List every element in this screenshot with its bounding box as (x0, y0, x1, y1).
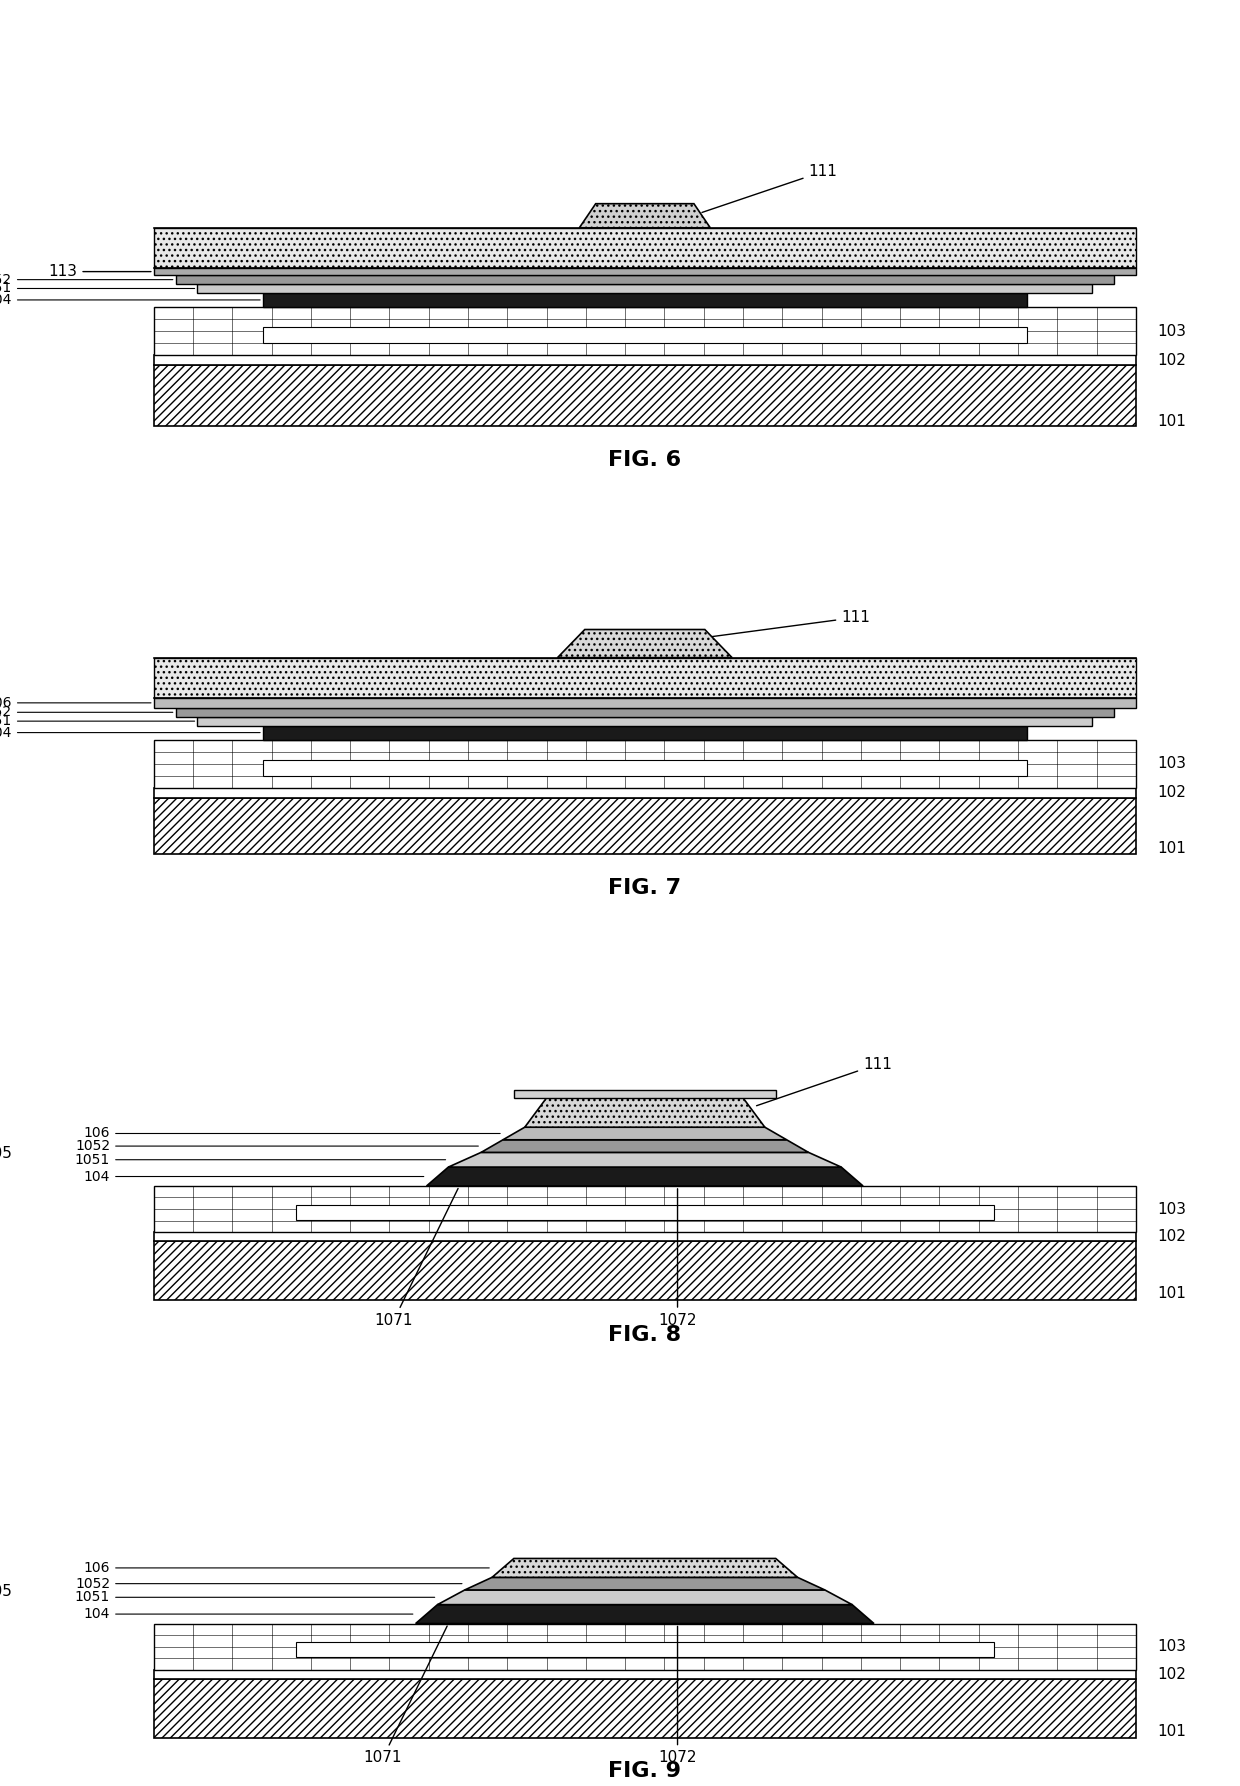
Bar (154, 739, 1136, 788)
Text: 1051: 1051 (0, 714, 195, 729)
Bar (513, 1089, 776, 1098)
Text: 101: 101 (1158, 1723, 1187, 1740)
Text: 111: 111 (702, 164, 837, 213)
Text: FIG. 6: FIG. 6 (609, 450, 681, 470)
Bar (154, 1679, 1136, 1738)
Bar (154, 698, 1136, 707)
Text: 101: 101 (1158, 414, 1187, 429)
Text: 105: 105 (0, 1584, 12, 1598)
Bar (154, 355, 1136, 364)
Polygon shape (525, 1098, 765, 1127)
Text: 1071: 1071 (374, 1188, 458, 1327)
Text: 1072: 1072 (658, 1189, 697, 1327)
Text: 102: 102 (1158, 352, 1187, 368)
Bar (154, 1623, 1136, 1670)
Bar (176, 275, 1114, 284)
Text: 101: 101 (1158, 841, 1187, 855)
Text: 1052: 1052 (0, 705, 172, 720)
Text: 106: 106 (83, 1127, 500, 1141)
Polygon shape (427, 1166, 863, 1186)
Text: 1051: 1051 (74, 1590, 435, 1604)
Text: 103: 103 (1158, 755, 1187, 772)
Text: 1052: 1052 (0, 273, 172, 286)
Text: 1051: 1051 (74, 1152, 445, 1166)
Bar (154, 366, 1136, 425)
Bar (263, 327, 1027, 343)
Polygon shape (579, 204, 711, 229)
Bar (154, 229, 1136, 268)
Bar (295, 1643, 994, 1657)
Text: 103: 103 (1158, 323, 1187, 339)
Bar (154, 268, 1136, 275)
Bar (263, 293, 1027, 307)
Text: 102: 102 (1158, 1666, 1187, 1682)
Polygon shape (465, 1577, 825, 1590)
Text: 104: 104 (84, 1607, 413, 1622)
Polygon shape (481, 1139, 808, 1152)
Text: 1072: 1072 (658, 1627, 697, 1765)
Text: 1052: 1052 (74, 1577, 463, 1591)
Bar (263, 759, 1027, 775)
Text: 103: 103 (1158, 1640, 1187, 1654)
Bar (154, 1241, 1136, 1300)
Text: 111: 111 (708, 611, 870, 638)
Bar (154, 1232, 1136, 1241)
Text: FIG. 7: FIG. 7 (609, 879, 681, 898)
Text: 104: 104 (0, 293, 260, 307)
Bar (154, 1186, 1136, 1232)
Bar (154, 657, 1136, 698)
Polygon shape (415, 1604, 874, 1623)
Polygon shape (492, 1559, 797, 1577)
Text: 101: 101 (1158, 1286, 1187, 1302)
Text: 111: 111 (756, 1057, 892, 1106)
Text: 103: 103 (1158, 1202, 1187, 1216)
Bar (263, 725, 1027, 739)
Bar (176, 707, 1114, 716)
Polygon shape (449, 1152, 841, 1166)
Text: 1071: 1071 (363, 1625, 448, 1765)
Text: 113: 113 (48, 264, 151, 279)
Bar (197, 716, 1092, 725)
Text: 104: 104 (0, 725, 260, 739)
Bar (295, 1206, 994, 1220)
Bar (154, 788, 1136, 798)
Bar (154, 307, 1136, 355)
Text: 106: 106 (0, 697, 151, 709)
Text: 104: 104 (84, 1170, 424, 1184)
Polygon shape (503, 1127, 786, 1139)
Bar (154, 1670, 1136, 1679)
Bar (197, 284, 1092, 293)
Text: 1052: 1052 (74, 1139, 479, 1154)
Polygon shape (558, 629, 732, 657)
Text: 102: 102 (1158, 1229, 1187, 1245)
Bar (154, 798, 1136, 854)
Polygon shape (438, 1590, 852, 1604)
Text: 105: 105 (0, 1147, 12, 1161)
Text: 102: 102 (1158, 786, 1187, 800)
Text: 106: 106 (83, 1561, 490, 1575)
Text: FIG. 8: FIG. 8 (609, 1325, 681, 1345)
Text: 1051: 1051 (0, 282, 195, 295)
Text: FIG. 9: FIG. 9 (609, 1761, 681, 1781)
